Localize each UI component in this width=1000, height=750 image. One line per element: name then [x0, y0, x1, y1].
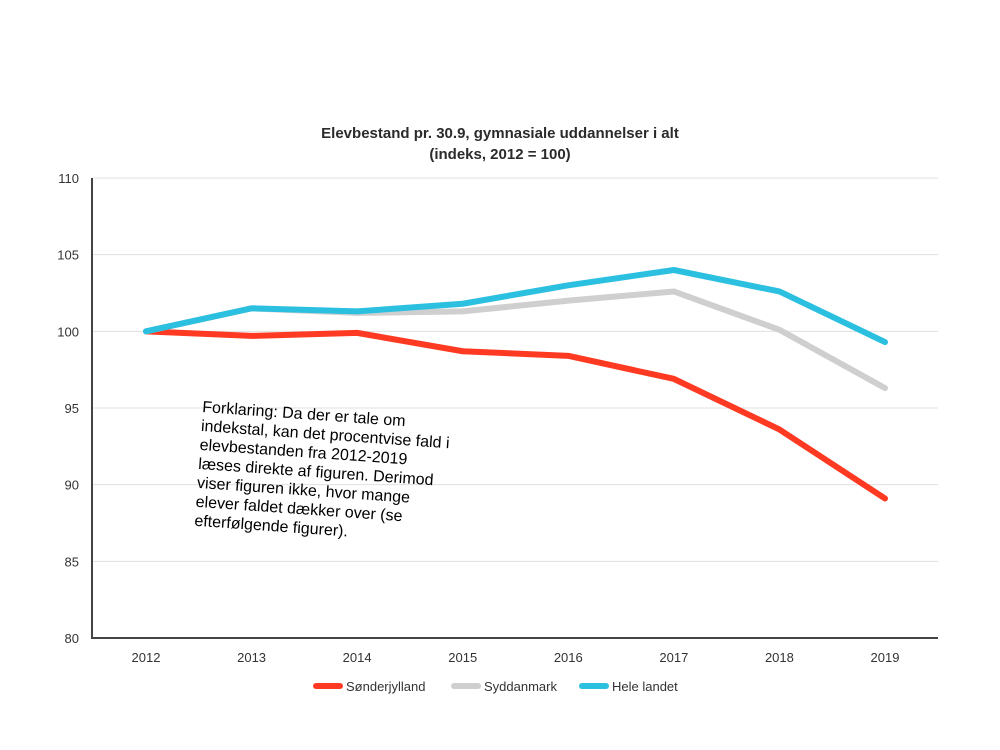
x-tick-label: 2014: [343, 650, 372, 665]
x-tick-label: 2015: [448, 650, 477, 665]
explanation-note: Forklaring: Da der er tale om indekstal,…: [193, 398, 451, 541]
x-axis-ticks: 2012 2013 2014 2015 2016 2017 2018 2019: [132, 650, 900, 665]
y-tick-label: 100: [57, 324, 79, 339]
series-group: [143, 267, 888, 502]
chart-title: Elevbestand pr. 30.9, gymnasiale uddanne…: [321, 125, 679, 142]
x-tick-label: 2018: [765, 650, 794, 665]
y-tick-label: 80: [65, 631, 79, 646]
y-axis-ticks: 80 85 90 95 100 105 110: [57, 171, 79, 646]
series-line-0: [143, 328, 888, 502]
x-tick-label: 2017: [659, 650, 688, 665]
legend: Sønderjylland Syddanmark Hele landet: [313, 679, 678, 694]
legend-label-1: Syddanmark: [484, 679, 557, 694]
x-tick-label: 2012: [132, 650, 161, 665]
y-tick-label: 105: [57, 248, 79, 263]
y-tick-label: 110: [58, 171, 79, 186]
legend-label-2: Hele landet: [612, 679, 678, 694]
x-tick-label: 2019: [871, 650, 900, 665]
x-tick-label: 2016: [554, 650, 583, 665]
x-tick-label: 2013: [237, 650, 266, 665]
chart-subtitle: (indeks, 2012 = 100): [429, 146, 570, 163]
grid: [92, 177, 938, 562]
y-tick-label: 95: [65, 401, 79, 416]
y-tick-label: 90: [65, 478, 79, 493]
series-line-2: [143, 267, 888, 346]
y-tick-label: 85: [65, 554, 79, 569]
legend-label-0: Sønderjylland: [346, 679, 426, 694]
